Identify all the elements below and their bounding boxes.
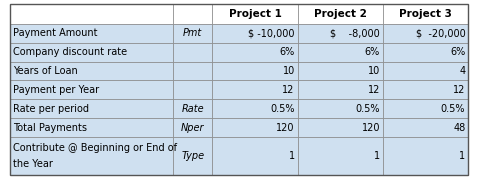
Text: 0.5%: 0.5%: [270, 104, 295, 114]
Text: 4: 4: [459, 66, 466, 76]
Text: 0.5%: 0.5%: [441, 104, 466, 114]
Text: Project 1: Project 1: [228, 9, 281, 19]
Text: Total Payments: Total Payments: [13, 123, 87, 132]
Text: 12: 12: [282, 85, 295, 95]
Bar: [173, 99, 212, 118]
Bar: [383, 4, 468, 24]
Text: 12: 12: [453, 85, 466, 95]
Text: Payment Amount: Payment Amount: [13, 28, 98, 38]
Bar: [10, 137, 173, 175]
Bar: [298, 80, 383, 99]
Bar: [383, 43, 468, 62]
Text: Type: Type: [181, 151, 204, 161]
Text: 0.5%: 0.5%: [356, 104, 380, 114]
Text: Contribute @ Beginning or End of: Contribute @ Beginning or End of: [13, 143, 177, 153]
Bar: [298, 99, 383, 118]
Bar: [173, 62, 212, 80]
Text: Company discount rate: Company discount rate: [13, 47, 127, 57]
Bar: [383, 99, 468, 118]
Bar: [298, 24, 383, 43]
Text: 120: 120: [276, 123, 295, 132]
Bar: [173, 43, 212, 62]
Text: Nper: Nper: [181, 123, 204, 132]
Bar: [383, 118, 468, 137]
Text: 1: 1: [374, 151, 380, 161]
Text: Years of Loan: Years of Loan: [13, 66, 78, 76]
Bar: [212, 118, 298, 137]
Text: 12: 12: [368, 85, 380, 95]
Bar: [298, 118, 383, 137]
Bar: [212, 99, 298, 118]
Bar: [383, 24, 468, 43]
Text: 10: 10: [283, 66, 295, 76]
Bar: [173, 80, 212, 99]
Bar: [10, 43, 173, 62]
Bar: [383, 80, 468, 99]
Text: $  -20,000: $ -20,000: [416, 28, 466, 38]
Text: the Year: the Year: [13, 159, 53, 169]
Bar: [10, 24, 173, 43]
Text: Rate per period: Rate per period: [13, 104, 89, 114]
Bar: [173, 118, 212, 137]
Bar: [10, 62, 173, 80]
Text: 48: 48: [453, 123, 466, 132]
Text: 6%: 6%: [365, 47, 380, 57]
Text: Project 3: Project 3: [399, 9, 452, 19]
Bar: [10, 4, 173, 24]
Text: 1: 1: [288, 151, 295, 161]
Bar: [212, 62, 298, 80]
Bar: [173, 24, 212, 43]
Bar: [173, 137, 212, 175]
Bar: [212, 43, 298, 62]
Bar: [298, 137, 383, 175]
Text: Project 2: Project 2: [314, 9, 367, 19]
Text: Rate: Rate: [181, 104, 204, 114]
Text: 6%: 6%: [279, 47, 295, 57]
Bar: [383, 137, 468, 175]
Bar: [10, 80, 173, 99]
Bar: [298, 4, 383, 24]
Bar: [173, 4, 212, 24]
Bar: [212, 137, 298, 175]
Text: $ -10,000: $ -10,000: [248, 28, 295, 38]
Bar: [212, 80, 298, 99]
Text: 120: 120: [361, 123, 380, 132]
Bar: [212, 24, 298, 43]
Text: $    -8,000: $ -8,000: [330, 28, 380, 38]
Text: Payment per Year: Payment per Year: [13, 85, 99, 95]
Bar: [10, 99, 173, 118]
Bar: [298, 62, 383, 80]
Bar: [298, 43, 383, 62]
Bar: [10, 118, 173, 137]
Bar: [383, 62, 468, 80]
Text: Pmt: Pmt: [183, 28, 203, 38]
Text: 6%: 6%: [450, 47, 466, 57]
Bar: [212, 4, 298, 24]
Text: 10: 10: [368, 66, 380, 76]
Text: 1: 1: [459, 151, 466, 161]
